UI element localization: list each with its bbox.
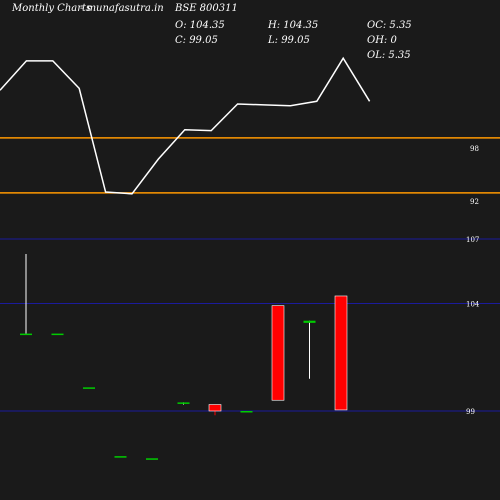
bottom-y-tick-107: 107	[466, 236, 479, 244]
brand-label: Monthly Charts	[12, 3, 92, 14]
candle-body-7	[208, 404, 222, 412]
oc-value: OC: 5.35	[367, 20, 412, 31]
bottom-y-tick-99: 99	[466, 408, 475, 416]
top-y-tick-92: 92	[470, 198, 479, 206]
low-value: L: 99.05	[268, 35, 310, 46]
ol-value: OL: 5.35	[367, 50, 411, 61]
candle-body-2	[51, 333, 64, 336]
top-y-tick-98: 98	[470, 145, 479, 153]
bottom-y-tick-104: 104	[466, 301, 480, 309]
candle-body-11	[334, 295, 348, 411]
price-line	[0, 56, 371, 195]
candle-body-5	[146, 458, 158, 460]
candle-body-10	[303, 320, 316, 323]
candle-body-8	[240, 411, 253, 413]
candle-body-4	[114, 456, 127, 458]
symbol-label: BSE 800311	[175, 3, 238, 14]
open-value: O: 104.35	[175, 20, 225, 31]
oh-value: OH: 0	[367, 35, 397, 46]
candle-body-9	[271, 305, 285, 401]
high-value: H: 104.35	[268, 20, 319, 31]
close-value: C: 99.05	[175, 35, 218, 46]
candle-body-3	[83, 387, 95, 389]
site-label: - munafasutra.in	[80, 3, 164, 14]
site-name: munafasutra.in	[86, 3, 164, 14]
candle-body-6	[177, 402, 190, 404]
candle-body-1	[20, 333, 32, 336]
